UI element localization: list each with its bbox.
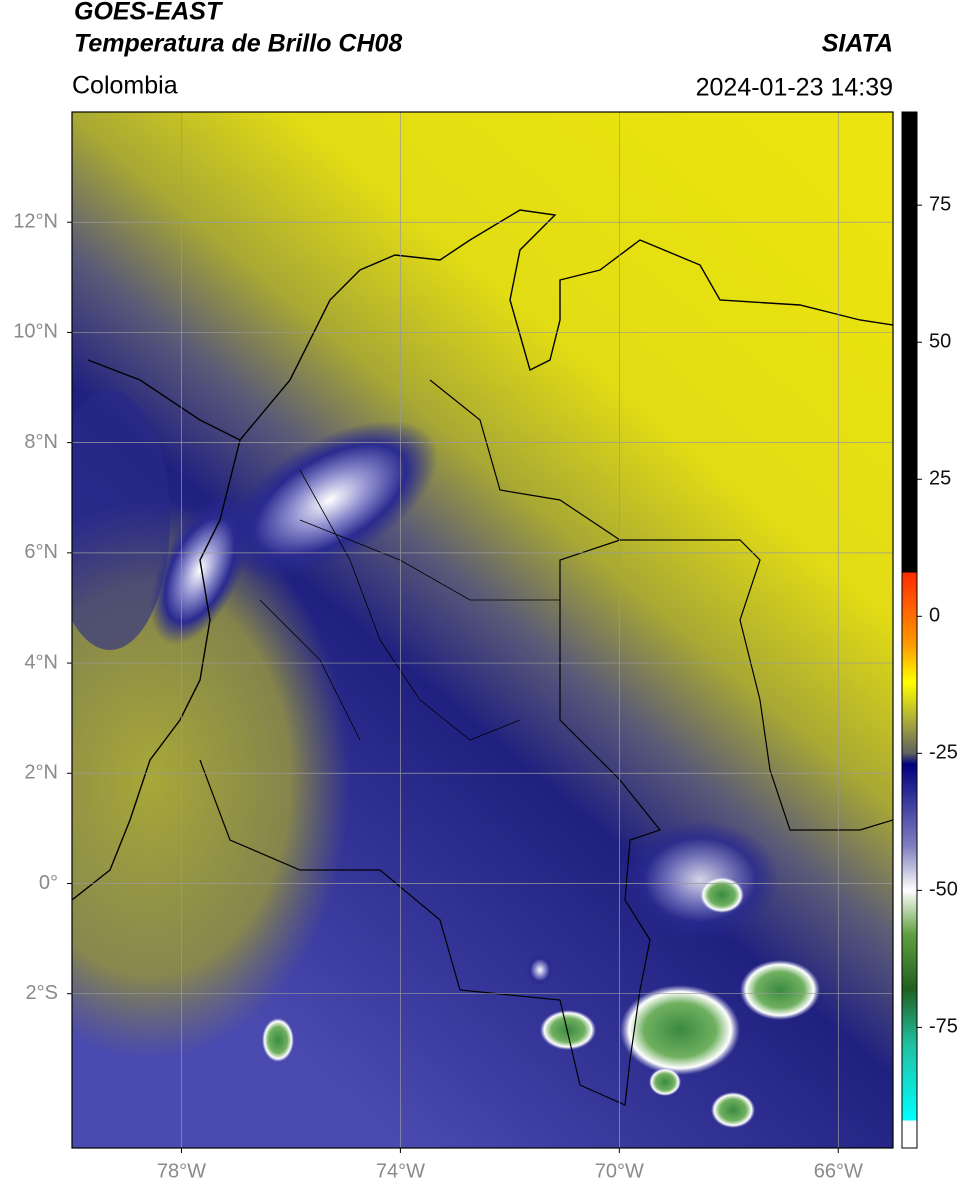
cloud	[649, 1068, 681, 1096]
department-border	[259, 469, 560, 741]
coastline	[87, 209, 893, 441]
datetime: 2024-01-23 14:39	[696, 74, 893, 102]
colorbar-tick-label: 0	[929, 605, 940, 627]
y-tick-label: 2°S	[26, 982, 58, 1004]
y-tick-label: 2°N	[24, 762, 58, 784]
cloud	[526, 954, 554, 986]
x-tick-label: 74°W	[376, 1160, 425, 1182]
cloud	[540, 1010, 596, 1050]
cloud	[711, 1092, 755, 1128]
colorbar	[901, 111, 918, 1149]
colorbar-tick-label: -50	[929, 879, 958, 901]
x-tick-label: 66°W	[814, 1160, 863, 1182]
map-frame	[71, 111, 894, 1149]
cloud	[72, 390, 170, 650]
source: SIATA	[822, 30, 893, 58]
region: Colombia	[72, 72, 178, 100]
y-tick-label: 10°N	[13, 321, 58, 343]
coastline	[72, 439, 241, 901]
cloud	[620, 820, 780, 940]
colorbar-tick-label: -75	[929, 1016, 958, 1038]
map	[72, 112, 893, 1148]
border	[199, 379, 893, 1106]
warm-area	[72, 500, 350, 1060]
y-tick-label: 0°	[39, 872, 58, 894]
subtitle: Temperatura de Brillo CH08	[74, 30, 402, 58]
colorbar-tick-label: 50	[929, 331, 951, 353]
x-tick-label: 78°W	[157, 1160, 206, 1182]
colorbar-tick-label: 75	[929, 193, 951, 215]
cloud	[620, 985, 740, 1075]
cloud	[221, 420, 439, 580]
colorbar-tick-label: 25	[929, 468, 951, 490]
cloud	[740, 960, 820, 1020]
title: GOES-EAST	[74, 0, 224, 26]
y-tick-label: 8°N	[24, 431, 58, 453]
grid	[72, 112, 893, 1148]
y-tick-label: 12°N	[13, 210, 58, 232]
colorbar-tick-label: -25	[929, 742, 958, 764]
y-tick-label: 6°N	[24, 541, 58, 563]
cloud	[262, 1018, 294, 1062]
y-tick-label: 4°N	[24, 651, 58, 673]
cloud	[150, 495, 250, 645]
x-tick-label: 70°W	[595, 1160, 644, 1182]
cloud	[700, 877, 744, 913]
